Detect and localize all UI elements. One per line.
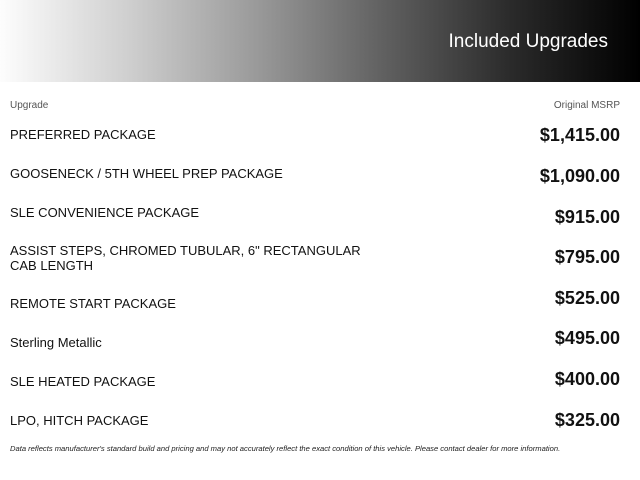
- upgrade-label: LPO, HITCH PACKAGE: [10, 413, 149, 428]
- page-title: Included Upgrades: [448, 31, 609, 52]
- upgrade-price: $525.00: [554, 288, 620, 308]
- upgrade-price: $400.00: [554, 369, 620, 389]
- upgrade-price: $915.00: [554, 207, 620, 227]
- upgrade-label: REMOTE START PACKAGE: [10, 296, 176, 311]
- disclaimer: Data reflects manufacturer's standard bu…: [10, 444, 561, 453]
- upgrade-label: ASSIST STEPS, CHROMED TUBULAR, 6" RECTAN…: [10, 243, 361, 273]
- upgrade-label: GOOSENECK / 5TH WHEEL PREP PACKAGE: [10, 166, 283, 181]
- upgrade-price: $495.00: [554, 328, 620, 348]
- header-banner: Included Upgrades: [0, 0, 640, 82]
- upgrade-label: SLE HEATED PACKAGE: [10, 374, 156, 389]
- column-header-upgrade: Upgrade: [10, 100, 49, 111]
- upgrade-price: $325.00: [554, 410, 620, 430]
- upgrade-label: PREFERRED PACKAGE: [10, 127, 156, 142]
- upgrade-label: SLE CONVENIENCE PACKAGE: [10, 205, 200, 220]
- upgrade-price: $1,415.00: [539, 125, 620, 145]
- upgrade-label: Sterling Metallic: [10, 335, 102, 350]
- upgrade-price: $1,090.00: [539, 166, 620, 186]
- upgrade-price: $795.00: [554, 247, 620, 267]
- column-header-msrp: Original MSRP: [553, 100, 620, 111]
